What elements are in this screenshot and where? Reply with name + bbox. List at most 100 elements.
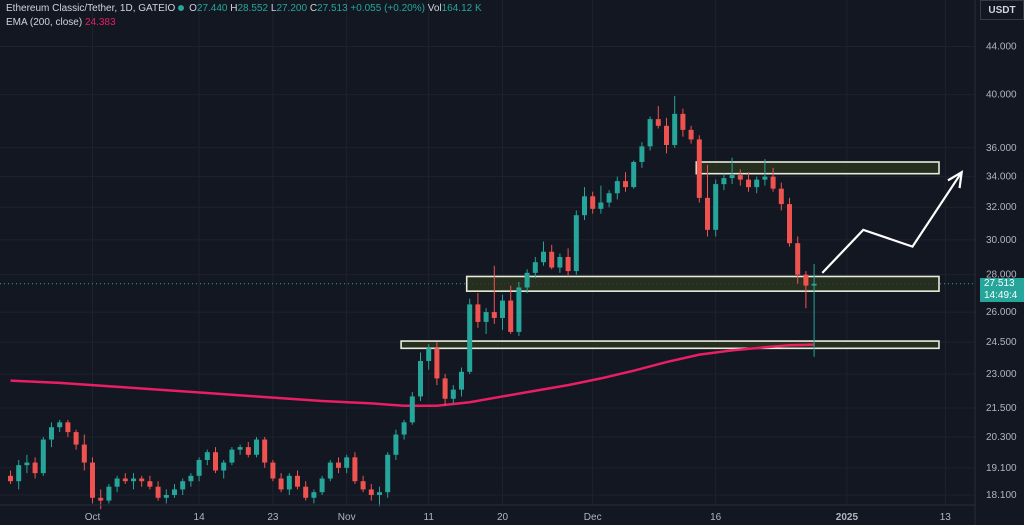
- candle-body: [319, 478, 325, 493]
- ema-label: EMA (200, close): [6, 17, 83, 28]
- change-value: +0.055 (+0.20%): [350, 3, 425, 14]
- candle-up: [459, 367, 464, 397]
- candle-down: [270, 459, 276, 482]
- candle-body: [377, 492, 382, 495]
- price-tick-label: 19.100: [986, 463, 1017, 474]
- candle-down: [360, 475, 366, 493]
- time-axis[interactable]: Oct 14 23 Nov 11 20 Dec 16 2025 13: [85, 512, 952, 523]
- price-tick-label: 36.000: [986, 143, 1017, 154]
- candle-body: [524, 272, 530, 288]
- candle-body: [295, 475, 300, 487]
- candle-body: [147, 481, 153, 487]
- candle-up: [254, 437, 259, 458]
- candle-body: [459, 371, 464, 390]
- candle-body: [647, 119, 653, 147]
- candle-body: [352, 457, 358, 482]
- date-tick-label: 14: [194, 512, 206, 523]
- candle-body: [811, 283, 817, 286]
- candle-body: [360, 481, 366, 490]
- candle-body: [303, 486, 309, 498]
- candle-body: [500, 300, 505, 318]
- candle-up: [188, 473, 194, 487]
- candle-down: [73, 429, 79, 450]
- candle-body: [65, 422, 71, 433]
- candle-body: [631, 161, 637, 188]
- candle-up: [631, 160, 637, 189]
- price-tick-label: 30.000: [986, 235, 1017, 246]
- symbol-legend-row: Ethereum Classic/Tether, 1D, GATEIO O27.…: [6, 2, 482, 16]
- date-tick-label: 11: [424, 512, 435, 523]
- candle-body: [696, 139, 702, 198]
- candle-body: [557, 256, 563, 268]
- candle-up: [286, 473, 292, 495]
- candle-down: [475, 293, 481, 328]
- price-tick-label: 21.500: [986, 403, 1017, 414]
- ema-legend-row[interactable]: EMA (200, close) 24.383: [6, 16, 482, 30]
- candle-up: [40, 437, 46, 476]
- price-tick-label: 44.000: [986, 41, 1017, 52]
- candle-body: [770, 176, 776, 189]
- candle-body: [541, 251, 546, 263]
- candle-body: [49, 427, 54, 440]
- candle-body: [590, 196, 596, 209]
- candle-body: [180, 481, 186, 490]
- candle-up: [106, 483, 112, 504]
- candle-body: [311, 492, 317, 498]
- candle-down: [352, 452, 358, 484]
- symbol-name[interactable]: Ethereum Classic/Tether, 1D, GATEIO: [6, 3, 176, 14]
- candle-body: [516, 287, 522, 332]
- candlestick-series: [8, 95, 817, 510]
- candle-down: [65, 419, 71, 438]
- candle-body: [286, 475, 292, 490]
- candle-body: [688, 129, 694, 140]
- currency-button[interactable]: USDT: [980, 0, 1024, 20]
- candle-body: [778, 188, 784, 205]
- candle-body: [508, 300, 514, 332]
- candle-body: [672, 113, 678, 145]
- candle-down: [795, 236, 801, 284]
- candle-body: [32, 462, 38, 474]
- candle-up: [57, 419, 63, 433]
- date-tick-label: 16: [710, 512, 722, 523]
- candle-body: [155, 486, 161, 498]
- date-tick-label: Nov: [338, 512, 356, 523]
- candle-body: [721, 178, 727, 185]
- candle-body: [254, 439, 259, 455]
- candle-down: [213, 447, 218, 474]
- chart-legend: Ethereum Classic/Tether, 1D, GATEIO O27.…: [6, 2, 482, 30]
- candle-body: [163, 494, 169, 498]
- candle-down: [155, 481, 161, 501]
- candle-up: [401, 419, 407, 440]
- candle-up: [49, 422, 54, 448]
- price-tick-label: 26.000: [986, 307, 1017, 318]
- low-value: 27.200: [276, 3, 308, 14]
- candle-up: [524, 269, 530, 294]
- last-price-tag: 27.513 14:49:4: [980, 277, 1024, 302]
- candle-body: [172, 489, 177, 495]
- candle-up: [467, 298, 473, 375]
- open-value: 27.440: [196, 3, 228, 14]
- candle-body: [336, 462, 341, 468]
- candle-body: [565, 256, 571, 272]
- candle-up: [377, 486, 382, 507]
- candle-up: [614, 176, 620, 200]
- candle-up: [344, 454, 350, 474]
- candle-up: [311, 489, 317, 504]
- candle-body: [16, 465, 22, 482]
- price-axis[interactable]: 44.000 40.000 36.000 34.000 32.000 30.000 28.0…: [986, 41, 1017, 501]
- candle-up: [721, 173, 727, 191]
- candle-down: [32, 457, 38, 479]
- candle-up: [483, 308, 489, 334]
- date-tick-label: 20: [497, 512, 509, 523]
- candle-down: [680, 108, 686, 137]
- high-value: 28.552: [237, 3, 269, 14]
- candle-body: [795, 243, 801, 275]
- candle-down: [8, 470, 13, 484]
- candle-down: [278, 473, 284, 493]
- candle-up: [516, 281, 522, 336]
- candle-up: [500, 294, 505, 330]
- date-tick-label: 2025: [836, 512, 859, 523]
- candle-down: [336, 457, 341, 474]
- candle-up: [163, 489, 169, 504]
